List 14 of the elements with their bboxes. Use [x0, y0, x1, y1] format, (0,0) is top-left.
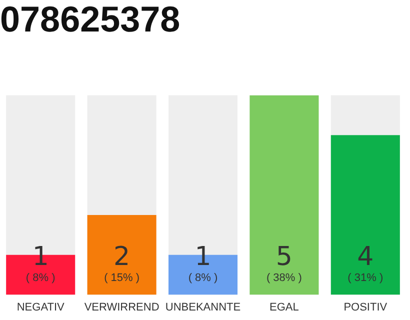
chart-title: 078625378: [0, 0, 180, 40]
annotation: ( 31% ): [348, 272, 384, 284]
data-label: 4: [357, 242, 374, 272]
annotation: ( 8% ): [26, 272, 56, 284]
annotation: ( 38% ): [266, 272, 302, 284]
x-tick-label: POSITIV: [344, 301, 388, 314]
data-label: 5: [276, 242, 292, 272]
x-tick-label: UNBEKANNTE: [165, 301, 241, 314]
x-tick-label: EGAL: [270, 301, 299, 314]
x-tick-label: NEGATIV: [16, 301, 65, 314]
x-tick-label: VERWIRREND: [84, 301, 160, 314]
annotation: ( 8% ): [188, 272, 218, 284]
data-label: 2: [114, 242, 130, 272]
annotation: ( 15% ): [104, 272, 140, 284]
